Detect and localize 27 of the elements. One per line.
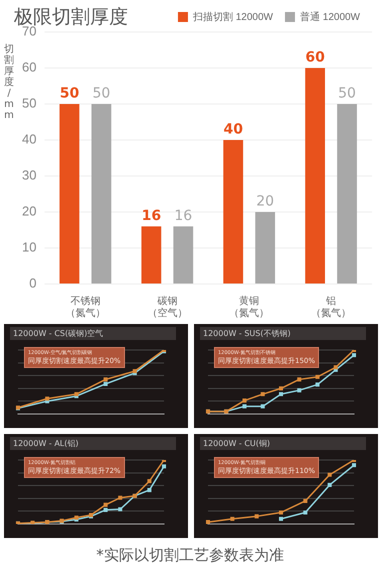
x-tick-label: 碳钢（空气） <box>147 294 188 319</box>
y-tick-label: 0 <box>29 276 36 291</box>
data-label: 20 <box>256 194 274 210</box>
data-label: 40 <box>223 122 244 138</box>
legend-label: 普通 12000W <box>300 10 361 23</box>
data-label: 16 <box>174 208 192 224</box>
y-tick-label: 40 <box>22 132 36 147</box>
y-axis-title: 切割厚度/mm <box>3 44 15 121</box>
data-label: 16 <box>142 208 162 224</box>
chart-title: 12000W - AL(铝) <box>10 437 176 450</box>
y-tick-label: 50 <box>22 96 36 111</box>
text: *实际以切割工艺参数表为准 <box>95 546 285 565</box>
chart-title: 12000W - CU(铜) <box>200 437 366 450</box>
x-tick-label: 不锈钢（氮气） <box>65 296 106 319</box>
x-tick-label: 黄铜（氮气） <box>229 294 270 319</box>
chart-title: 12000W - SUS(不锈钢) <box>200 327 366 340</box>
chart-title: 12000W - CS(碳钢)空气 <box>10 327 176 340</box>
x-tick-label: 铝（氮气） <box>311 296 352 319</box>
y-tick-label: 30 <box>22 168 36 183</box>
data-label: 50 <box>60 86 80 102</box>
data-label: 50 <box>338 86 356 102</box>
data-label: 50 <box>92 86 110 102</box>
y-tick-label: 20 <box>22 204 36 219</box>
legend-label: 扫描切割 12000W <box>192 10 274 23</box>
y-tick-label: 60 <box>22 60 36 75</box>
y-tick-label: 10 <box>22 240 36 255</box>
data-label: 60 <box>305 50 326 66</box>
